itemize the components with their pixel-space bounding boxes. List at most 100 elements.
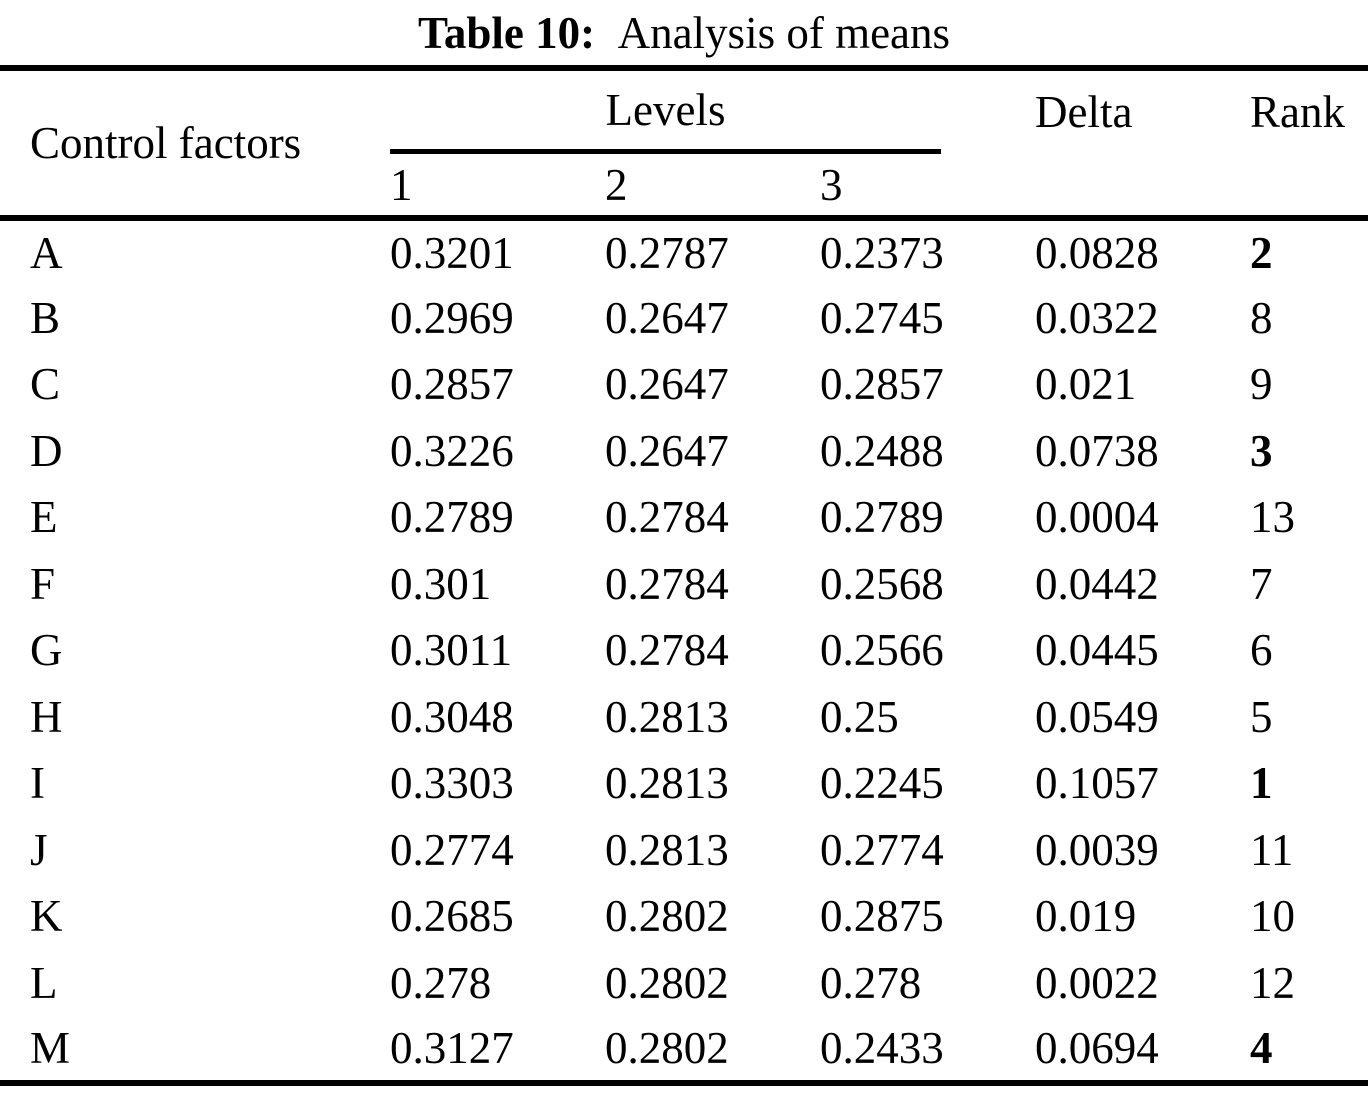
level3-cell: 0.2875	[820, 891, 944, 942]
header-row-main: Control factors Levels Delta Rank	[0, 68, 1368, 168]
factor-cell: M	[30, 1022, 71, 1073]
rank-cell: 9	[1250, 359, 1273, 410]
delta-cell: 0.0442	[1035, 558, 1159, 609]
rank-cell: 6	[1250, 625, 1273, 676]
table-row: I 0.3303 0.2813 0.2245 0.1057 1	[0, 750, 1368, 817]
level3-cell: 0.2745	[820, 292, 944, 343]
delta-cell: 0.0738	[1035, 425, 1159, 476]
factor-cell: K	[30, 891, 63, 942]
rank-cell: 3	[1250, 425, 1273, 476]
level2-cell: 0.2784	[605, 492, 729, 543]
level2-cell: 0.2813	[605, 758, 729, 809]
header-row-levels: 1 2 3	[0, 154, 1368, 218]
table-caption-text: Analysis of means	[617, 7, 951, 58]
rank-cell: 10	[1250, 891, 1296, 942]
level1-cell: 0.3201	[390, 227, 514, 278]
rank-cell: 12	[1250, 957, 1296, 1008]
level2-cell: 0.2802	[605, 1022, 729, 1073]
table-caption-label: Table 10:	[417, 7, 596, 58]
delta-cell: 0.0694	[1035, 1022, 1159, 1073]
level3-cell: 0.2433	[820, 1022, 944, 1073]
factor-cell: F	[30, 558, 56, 609]
rank-cell: 11	[1250, 824, 1294, 875]
rank-cell: 2	[1250, 227, 1273, 278]
delta-cell: 0.0322	[1035, 292, 1159, 343]
level1-cell: 0.2685	[390, 891, 514, 942]
table-row: M 0.3127 0.2802 0.2433 0.0694 4	[0, 1016, 1368, 1083]
delta-cell: 0.1057	[1035, 758, 1159, 809]
level2-cell: 0.2813	[605, 691, 729, 742]
level3-cell: 0.2568	[820, 558, 944, 609]
level3-cell: 0.2488	[820, 425, 944, 476]
column-header-control-factors: Control factors	[30, 118, 302, 168]
level1-cell: 0.2774	[390, 824, 514, 875]
level3-cell: 0.2566	[820, 625, 944, 676]
level3-cell: 0.2373	[820, 227, 944, 278]
delta-cell: 0.0445	[1035, 625, 1159, 676]
level1-cell: 0.3226	[390, 425, 514, 476]
table-row: D 0.3226 0.2647 0.2488 0.0738 3	[0, 418, 1368, 485]
factor-cell: J	[30, 824, 48, 875]
factor-cell: B	[30, 292, 61, 343]
level3-cell: 0.25	[820, 691, 899, 742]
level1-cell: 0.2857	[390, 359, 514, 410]
column-header-rank: Rank	[1250, 87, 1346, 137]
table-row: C 0.2857 0.2647 0.2857 0.021 9	[0, 351, 1368, 418]
factor-cell: G	[30, 625, 63, 676]
level2-cell: 0.2784	[605, 558, 729, 609]
table-row: K 0.2685 0.2802 0.2875 0.019 10	[0, 883, 1368, 950]
rank-cell: 5	[1250, 691, 1273, 742]
table-caption: Table 10: Analysis of means	[0, 0, 1368, 65]
analysis-of-means-table: Control factors Levels Delta Rank 1 2 3 …	[0, 65, 1368, 1086]
level1-cell: 0.278	[390, 957, 492, 1008]
delta-cell: 0.0549	[1035, 691, 1159, 742]
column-group-levels: Levels	[390, 68, 1035, 154]
level2-cell: 0.2784	[605, 625, 729, 676]
level3-cell: 0.2857	[820, 359, 944, 410]
level1-cell: 0.2789	[390, 492, 514, 543]
level2-cell: 0.2813	[605, 824, 729, 875]
factor-cell: H	[30, 691, 63, 742]
level1-cell: 0.2969	[390, 292, 514, 343]
table-header: Control factors Levels Delta Rank 1 2 3	[0, 68, 1368, 218]
rank-cell: 7	[1250, 558, 1273, 609]
delta-cell: 0.0039	[1035, 824, 1159, 875]
factor-cell: E	[30, 492, 58, 543]
level2-cell: 0.2802	[605, 957, 729, 1008]
table-row: B 0.2969 0.2647 0.2745 0.0322 8	[0, 285, 1368, 352]
delta-cell: 0.0004	[1035, 492, 1159, 543]
level3-cell: 0.2774	[820, 824, 944, 875]
table-row: H 0.3048 0.2813 0.25 0.0549 5	[0, 684, 1368, 751]
column-header-level-1: 1	[390, 160, 413, 210]
table-row: G 0.3011 0.2784 0.2566 0.0445 6	[0, 617, 1368, 684]
delta-cell: 0.0022	[1035, 957, 1159, 1008]
level1-cell: 0.3303	[390, 758, 514, 809]
delta-cell: 0.0828	[1035, 227, 1159, 278]
caption-spacer	[595, 7, 618, 59]
level2-cell: 0.2787	[605, 227, 729, 278]
delta-cell: 0.019	[1035, 891, 1137, 942]
level2-cell: 0.2647	[605, 425, 729, 476]
factor-cell: C	[30, 359, 61, 410]
rank-cell: 1	[1250, 758, 1273, 809]
factor-cell: I	[30, 758, 45, 809]
level2-cell: 0.2802	[605, 891, 729, 942]
level3-cell: 0.278	[820, 957, 922, 1008]
column-header-level-2: 2	[605, 160, 628, 210]
table-row: E 0.2789 0.2784 0.2789 0.0004 13	[0, 484, 1368, 551]
level1-cell: 0.3011	[390, 625, 513, 676]
level1-cell: 0.3127	[390, 1022, 514, 1073]
factor-cell: D	[30, 425, 63, 476]
level2-cell: 0.2647	[605, 359, 729, 410]
rank-cell: 8	[1250, 292, 1273, 343]
level3-cell: 0.2245	[820, 758, 944, 809]
level1-cell: 0.301	[390, 558, 492, 609]
rank-cell: 13	[1250, 492, 1296, 543]
table-row: A 0.3201 0.2787 0.2373 0.0828 2	[0, 218, 1368, 285]
table-body: A 0.3201 0.2787 0.2373 0.0828 2 B 0.2969 0.2647 0…	[0, 218, 1368, 1083]
level3-cell: 0.2789	[820, 492, 944, 543]
level2-cell: 0.2647	[605, 292, 729, 343]
column-header-level-3: 3	[820, 160, 843, 210]
level1-cell: 0.3048	[390, 691, 514, 742]
